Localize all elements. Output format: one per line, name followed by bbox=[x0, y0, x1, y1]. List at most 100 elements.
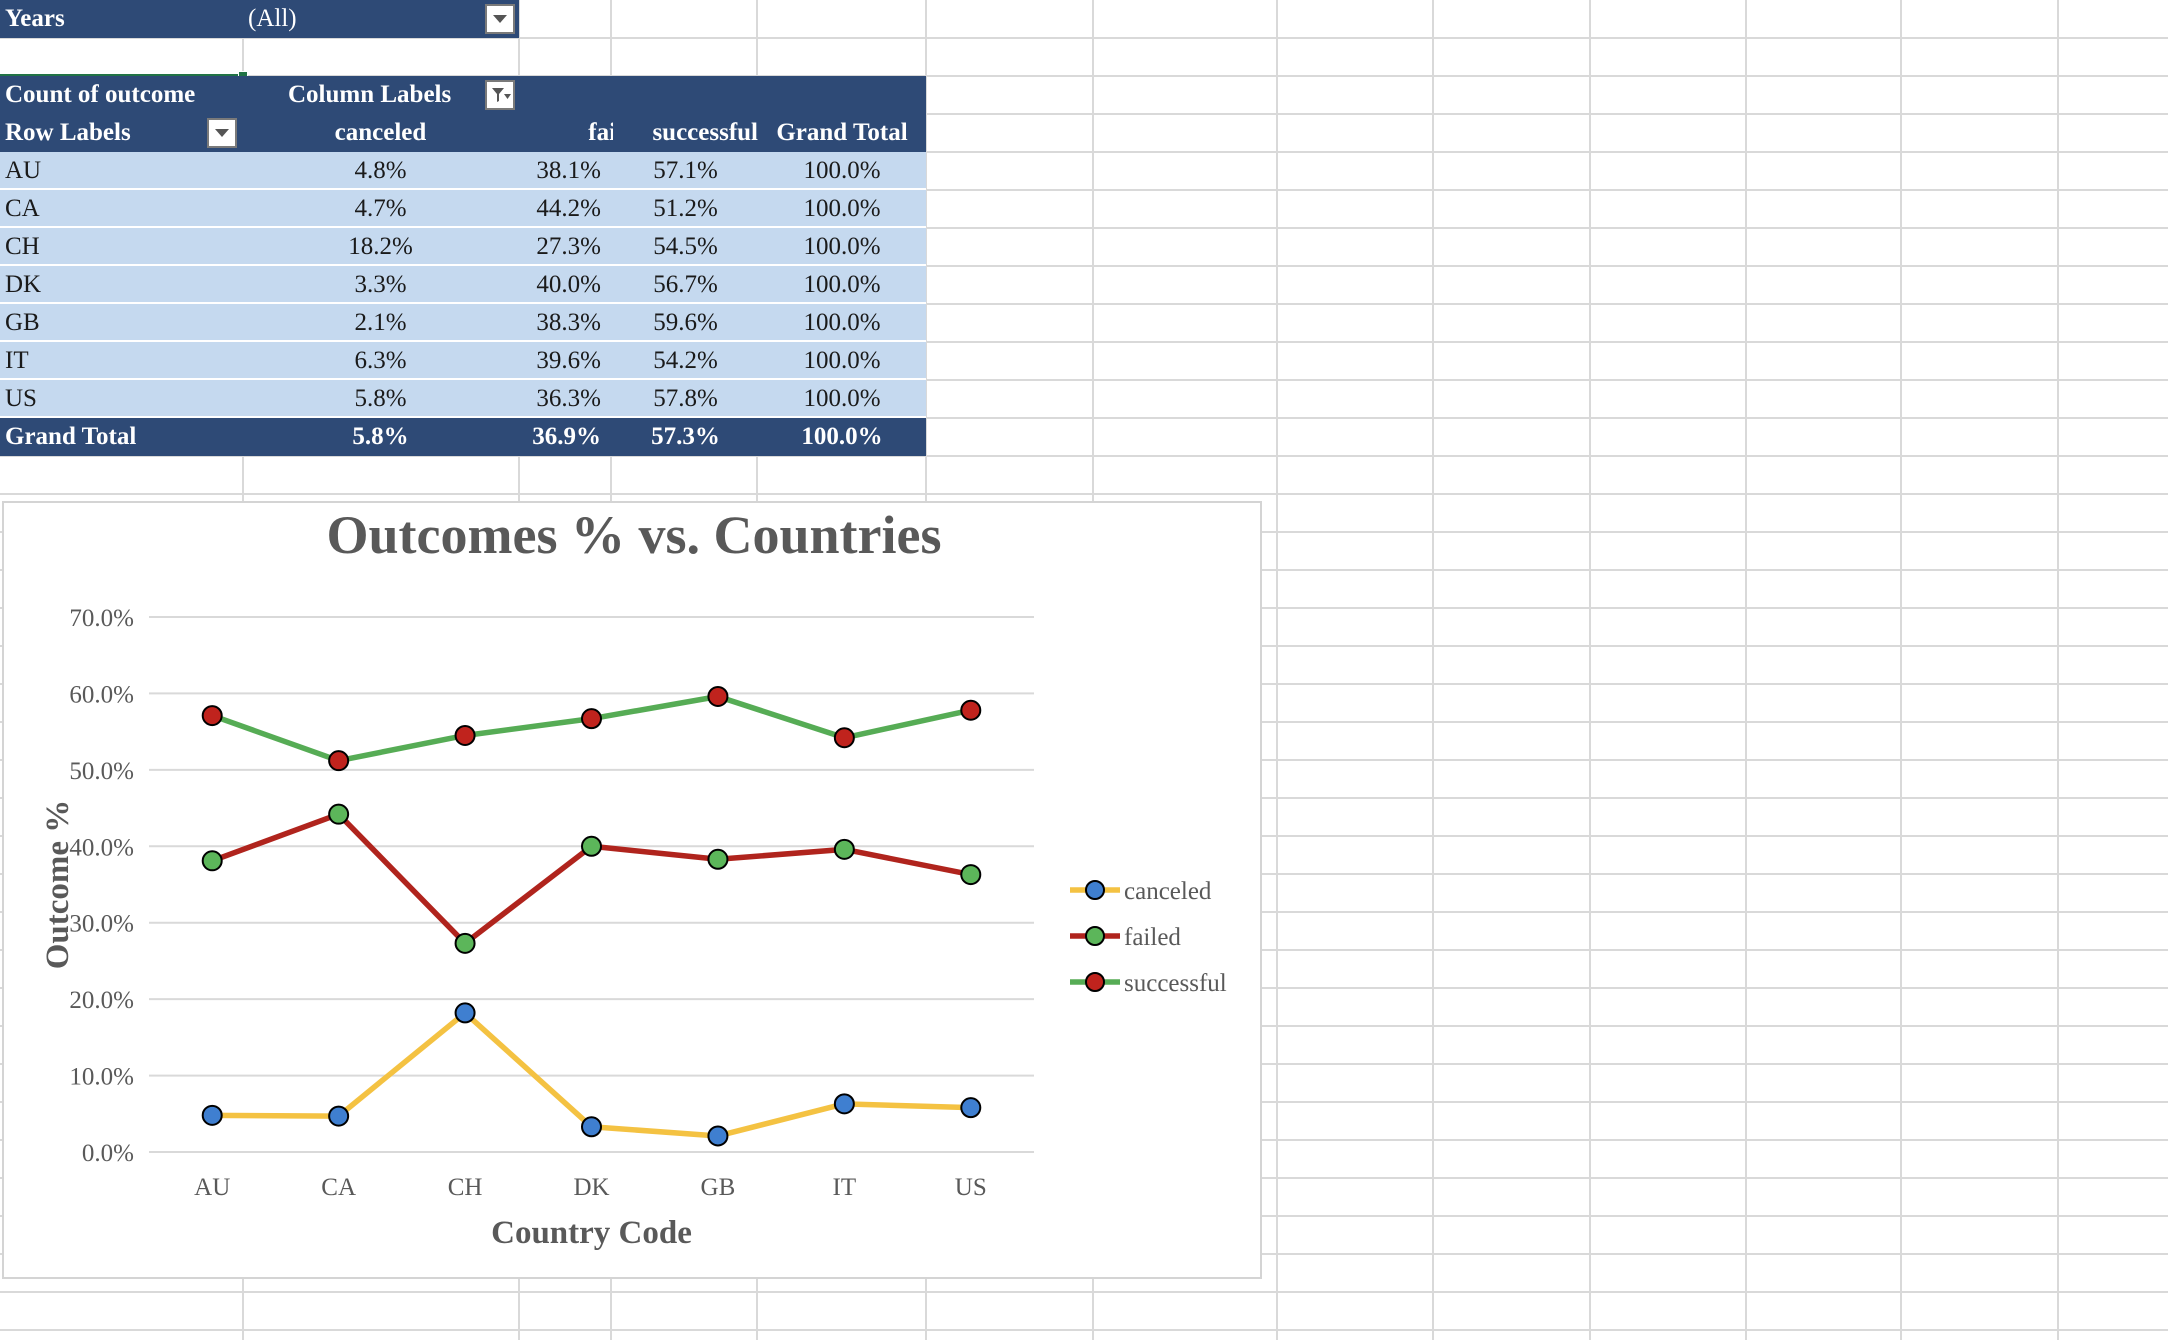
data-point-canceled[interactable] bbox=[581, 1116, 602, 1138]
row-labels-filter-button[interactable] bbox=[207, 118, 237, 148]
data-point-failed[interactable] bbox=[201, 850, 223, 872]
x-tick-label: DK bbox=[573, 1174, 609, 1201]
data-point-failed[interactable] bbox=[833, 838, 855, 860]
value-cell[interactable]: 44.2% bbox=[478, 190, 613, 228]
value-cell[interactable]: 59.6% bbox=[613, 304, 758, 342]
grand-total-cell[interactable]: 5.8% bbox=[283, 418, 478, 456]
x-axis-title: Country Code bbox=[491, 1215, 692, 1251]
chart-title: Outcomes % vs. Countries bbox=[327, 505, 942, 565]
value-cell[interactable]: 27.3% bbox=[478, 228, 613, 266]
value-cell[interactable]: 54.2% bbox=[613, 342, 758, 380]
legend-label-failed[interactable]: failed bbox=[1124, 924, 1181, 951]
value-cell[interactable]: 39.6% bbox=[478, 342, 613, 380]
y-tick-label: 20.0% bbox=[69, 987, 134, 1014]
data-point-canceled[interactable] bbox=[201, 1104, 223, 1126]
chevron-down-icon bbox=[493, 15, 507, 23]
value-cell[interactable]: 57.8% bbox=[613, 380, 758, 418]
value-cell[interactable]: 100.0% bbox=[758, 266, 926, 304]
series-line-failed[interactable] bbox=[211, 811, 972, 947]
value-cell[interactable]: 100.0% bbox=[758, 228, 926, 266]
value-cell[interactable]: 5.8% bbox=[283, 380, 478, 418]
row-labels-header: Row Labels bbox=[0, 114, 283, 152]
chevron-down-icon bbox=[215, 129, 229, 137]
data-point-canceled[interactable] bbox=[328, 1105, 350, 1127]
y-tick-label: 60.0% bbox=[69, 681, 134, 708]
value-cell[interactable]: 51.2% bbox=[613, 190, 758, 228]
grand-total-cell[interactable]: 57.3% bbox=[613, 418, 758, 456]
filter-funnel-icon bbox=[492, 88, 511, 102]
data-point-successful[interactable] bbox=[707, 685, 729, 707]
row-label[interactable]: CA bbox=[0, 190, 283, 228]
x-tick-label: CA bbox=[321, 1174, 356, 1201]
row-label[interactable]: US bbox=[0, 380, 283, 418]
data-point-canceled[interactable] bbox=[707, 1125, 729, 1147]
legend-marker-canceled bbox=[1085, 880, 1105, 900]
row-label[interactable]: IT bbox=[0, 342, 283, 380]
data-point-successful[interactable] bbox=[328, 750, 350, 772]
value-cell[interactable]: 18.2% bbox=[283, 228, 478, 266]
value-field-header: Count of outcome bbox=[0, 76, 283, 114]
line-chart[interactable]: Outcomes % vs. Countries 0.0% 10.0% 20.0% 30… bbox=[2, 501, 1262, 1279]
x-tick-label: US bbox=[955, 1174, 987, 1201]
selected-cell[interactable] bbox=[0, 38, 243, 77]
row-label[interactable]: AU bbox=[0, 152, 283, 190]
value-cell[interactable]: 100.0% bbox=[758, 190, 926, 228]
data-point-canceled[interactable] bbox=[960, 1097, 982, 1119]
y-tick-label: 30.0% bbox=[69, 911, 134, 938]
column-labels-filter-button[interactable] bbox=[485, 80, 515, 110]
data-point-failed[interactable] bbox=[454, 932, 476, 954]
value-cell[interactable]: 54.5% bbox=[613, 228, 758, 266]
grand-total-cell[interactable]: 100.0% bbox=[758, 418, 926, 456]
filter-value[interactable]: (All) bbox=[243, 0, 519, 38]
x-tick-label: GB bbox=[701, 1174, 736, 1201]
y-tick-label: 70.0% bbox=[69, 605, 134, 632]
data-point-failed[interactable] bbox=[960, 864, 982, 886]
y-tick-label: 0.0% bbox=[82, 1140, 134, 1167]
data-point-canceled[interactable] bbox=[833, 1093, 855, 1115]
value-cell[interactable]: 57.1% bbox=[613, 152, 758, 190]
y-tick-label: 40.0% bbox=[69, 834, 134, 861]
value-cell[interactable]: 100.0% bbox=[758, 380, 926, 418]
row-label[interactable]: CH bbox=[0, 228, 283, 266]
data-point-failed[interactable] bbox=[581, 835, 602, 857]
column-labels-header: Column Labels bbox=[283, 76, 926, 114]
value-cell[interactable]: 2.1% bbox=[283, 304, 478, 342]
data-point-successful[interactable] bbox=[960, 699, 982, 721]
column-header-grand-total: Grand Total bbox=[758, 114, 926, 152]
value-cell[interactable]: 36.3% bbox=[478, 380, 613, 418]
x-tick-label: CH bbox=[448, 1174, 483, 1201]
value-cell[interactable]: 56.7% bbox=[613, 266, 758, 304]
data-point-failed[interactable] bbox=[707, 848, 729, 870]
data-point-successful[interactable] bbox=[454, 724, 476, 746]
value-cell[interactable]: 4.7% bbox=[283, 190, 478, 228]
value-cell[interactable]: 100.0% bbox=[758, 304, 926, 342]
data-point-successful[interactable] bbox=[833, 727, 855, 749]
data-point-successful[interactable] bbox=[581, 708, 602, 730]
value-cell[interactable]: 3.3% bbox=[283, 266, 478, 304]
filter-dropdown-button[interactable] bbox=[485, 4, 515, 34]
grand-total-label[interactable]: Grand Total bbox=[0, 418, 283, 456]
chart-canvas: Outcomes % vs. Countries 0.0% 10.0% 20.0% 30… bbox=[40, 505, 1227, 1251]
legend-marker-successful bbox=[1085, 972, 1105, 992]
value-cell[interactable]: 38.3% bbox=[478, 304, 613, 342]
filter-field-label: Years bbox=[0, 0, 243, 38]
y-tick-label: 50.0% bbox=[69, 758, 134, 785]
column-header-canceled: canceled bbox=[283, 114, 478, 152]
legend-label-canceled[interactable]: canceled bbox=[1124, 878, 1212, 905]
grand-total-cell[interactable]: 36.9% bbox=[478, 418, 613, 456]
y-tick-label: 10.0% bbox=[69, 1064, 134, 1091]
x-tick-label: AU bbox=[194, 1174, 230, 1201]
value-cell[interactable]: 6.3% bbox=[283, 342, 478, 380]
value-cell[interactable]: 38.1% bbox=[478, 152, 613, 190]
value-cell[interactable]: 100.0% bbox=[758, 342, 926, 380]
legend-label-successful[interactable]: successful bbox=[1124, 970, 1227, 997]
row-label[interactable]: GB bbox=[0, 304, 283, 342]
data-point-failed[interactable] bbox=[328, 803, 350, 825]
value-cell[interactable]: 40.0% bbox=[478, 266, 613, 304]
value-cell[interactable]: 4.8% bbox=[283, 152, 478, 190]
value-cell[interactable]: 100.0% bbox=[758, 152, 926, 190]
row-label[interactable]: DK bbox=[0, 266, 283, 304]
legend-marker-failed bbox=[1085, 926, 1105, 946]
data-point-canceled[interactable] bbox=[454, 1002, 476, 1024]
data-point-successful[interactable] bbox=[201, 705, 223, 727]
